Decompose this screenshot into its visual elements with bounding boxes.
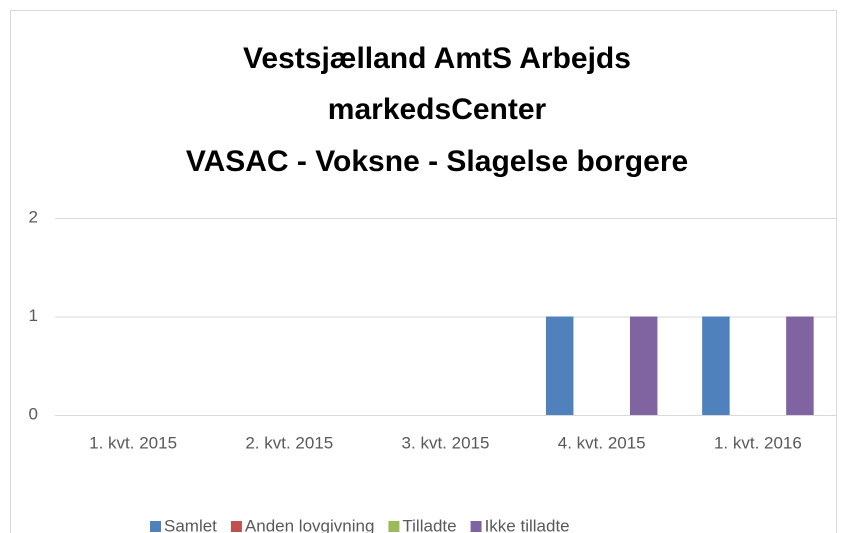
legend-swatch <box>150 521 161 532</box>
x-tick-label: 3. kvt. 2015 <box>402 433 490 452</box>
legend-swatch <box>470 521 482 532</box>
y-tick-label: 2 <box>29 207 38 226</box>
legend-label: Anden lovgivning <box>245 516 374 533</box>
x-tick-label: 1. kvt. 2016 <box>714 433 802 452</box>
chart-title: VASAC - Voksne - Slagelse borgere <box>186 145 688 178</box>
bar <box>545 316 574 415</box>
x-tick-label: 2. kvt. 2015 <box>245 433 333 452</box>
legend-swatch <box>388 521 400 532</box>
x-tick-label: 1. kvt. 2015 <box>89 433 177 452</box>
chart-title: markedsCenter <box>328 93 547 126</box>
legend-label: Samlet <box>164 516 217 533</box>
y-tick-label: 0 <box>29 404 38 423</box>
legend-label: Tilladte <box>402 516 456 533</box>
y-tick-label: 1 <box>29 306 38 325</box>
bar <box>702 316 730 415</box>
x-tick-label: 4. kvt. 2015 <box>558 433 646 452</box>
chart-border <box>10 10 837 533</box>
chart-title: Vestsjælland AmtS Arbejds <box>243 42 631 75</box>
bar <box>629 316 658 415</box>
legend-label: Ikke tilladte <box>485 516 570 533</box>
bar <box>786 316 814 415</box>
legend-swatch <box>230 521 242 532</box>
